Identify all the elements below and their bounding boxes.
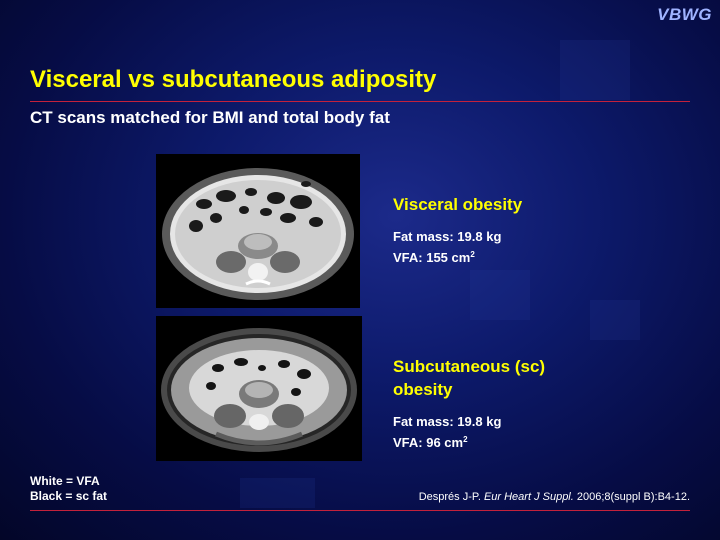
title-divider (30, 101, 690, 102)
vbwg-logo: VBWG (657, 5, 712, 24)
slide-title: Visceral vs subcutaneous adiposity (30, 66, 437, 93)
subcutaneous-fat-mass: Fat mass: 19.8 kg (393, 414, 502, 429)
slide-subtitle: CT scans matched for BMI and total body … (30, 108, 390, 127)
background-tile (240, 478, 315, 508)
subcutaneous-heading-line1: Subcutaneous (sc) (393, 357, 546, 376)
visceral-vfa: VFA: 155 cm2 (393, 246, 501, 267)
key-black-sc-fat: Black = sc fat (30, 489, 108, 503)
subcutaneous-vfa-label: VFA: 96 cm (393, 435, 464, 450)
subcutaneous-vfa-unit-superscript: 2 (463, 435, 468, 444)
background-tile (560, 40, 630, 100)
background-tile (590, 300, 640, 340)
visceral-vfa-label: VFA: 155 cm (393, 250, 471, 265)
visceral-vfa-unit-superscript: 2 (470, 250, 475, 259)
visceral-fat-mass: Fat mass: 19.8 kg (393, 229, 502, 244)
subcutaneous-vfa: VFA: 96 cm2 (393, 431, 501, 452)
citation-details: 2006;8(suppl B):B4-12. (573, 491, 690, 503)
citation: Després J-P. Eur Heart J Suppl. 2006;8(s… (419, 491, 690, 503)
subcutaneous-obesity-heading: Subcutaneous (sc) obesity (393, 355, 545, 401)
ct-scan-visceral-image (156, 154, 360, 308)
citation-authors: Després J-P. (418, 491, 484, 503)
color-key: White = VFA Black = sc fat (30, 474, 107, 504)
citation-journal: Eur Heart J Suppl. (483, 491, 574, 503)
subcutaneous-heading-line2: obesity (393, 380, 453, 399)
visceral-obesity-stats: Fat mass: 19.8 kg VFA: 155 cm2 (393, 228, 501, 267)
footer-divider (30, 510, 690, 511)
visceral-obesity-heading: Visceral obesity (393, 195, 523, 214)
key-white-vfa: White = VFA (30, 474, 100, 488)
ct-scan-subcutaneous-image (156, 316, 362, 461)
subcutaneous-obesity-stats: Fat mass: 19.8 kg VFA: 96 cm2 (393, 413, 501, 452)
background-tile (470, 270, 530, 320)
